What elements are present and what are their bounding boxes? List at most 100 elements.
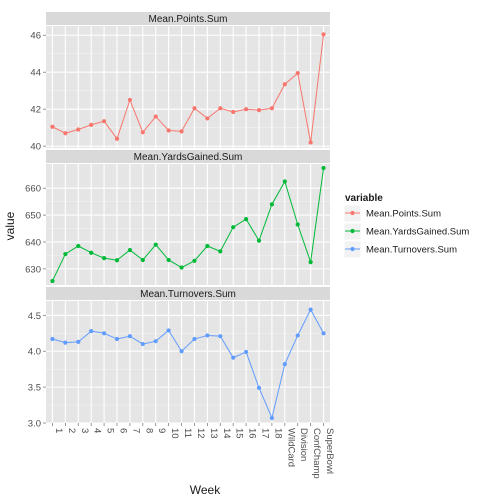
- data-point: [295, 222, 300, 227]
- data-point: [256, 385, 262, 390]
- data-point: [153, 339, 158, 344]
- x-tick-label: ConfChamp: [311, 428, 322, 479]
- x-tick-label: 5: [105, 428, 116, 433]
- data-point: [308, 260, 313, 265]
- data-point: [205, 333, 210, 338]
- x-tick-label: 7: [130, 428, 141, 433]
- data-point: [231, 109, 236, 115]
- data-point: [192, 258, 197, 263]
- x-tick-label: 4: [92, 428, 103, 433]
- data-point: [218, 106, 223, 111]
- x-tick-label: 11: [182, 428, 193, 438]
- data-point: [192, 336, 197, 342]
- data-point: [50, 278, 55, 284]
- x-tick-label: 16: [247, 428, 258, 439]
- x-tick-label: 15: [234, 428, 245, 439]
- data-point: [179, 265, 184, 270]
- data-point: [50, 124, 55, 129]
- panel-background: [46, 301, 330, 423]
- data-point: [179, 129, 184, 134]
- data-point: [89, 329, 94, 334]
- panel-strip: [46, 12, 330, 25]
- panel-strip-label: Mean.YardsGained.Sum: [134, 152, 243, 163]
- y-tick-label: 650: [25, 211, 41, 222]
- data-point: [63, 340, 68, 345]
- data-point: [269, 106, 275, 111]
- data-point: [179, 349, 184, 354]
- y-tick-label: 660: [25, 184, 41, 195]
- legend-key-point: [350, 228, 355, 234]
- data-point: [218, 249, 223, 254]
- x-tick-label: 8: [143, 428, 154, 433]
- data-point: [243, 217, 249, 222]
- data-point: [166, 257, 171, 263]
- data-point: [63, 131, 68, 136]
- legend-key-point: [350, 246, 355, 252]
- series-line: [52, 34, 325, 143]
- panel-strip-label: Mean.Turnovers.Sum: [140, 289, 236, 300]
- data-point: [231, 355, 236, 360]
- data-point: [114, 336, 120, 342]
- data-point: [243, 349, 249, 355]
- data-point: [282, 179, 287, 184]
- panel-3: Mean.Turnovers.Sum 3.0 3.5 4.0 4.5: [28, 287, 330, 430]
- panel-strip: [46, 150, 330, 163]
- x-tick-label: 3: [79, 428, 90, 433]
- y-tick-label: 3.0: [28, 419, 41, 430]
- legend-entry-label: Mean.Turnovers.Sum: [366, 245, 457, 256]
- x-tick-label: 1: [53, 428, 64, 433]
- x-tick-label: 13: [208, 428, 219, 439]
- data-point: [140, 341, 145, 347]
- data-point: [114, 258, 120, 263]
- data-point: [308, 307, 313, 312]
- y-tick-label: 3.5: [28, 383, 41, 394]
- data-point: [269, 202, 275, 207]
- panel-strip-label: Mean.Points.Sum: [149, 14, 228, 25]
- y-tick-label: 630: [25, 264, 41, 275]
- data-point: [282, 362, 287, 367]
- data-point: [231, 225, 236, 230]
- x-tick-label: 17: [260, 428, 271, 439]
- data-point: [153, 114, 158, 119]
- data-point: [166, 328, 171, 333]
- x-tick-label: 18: [272, 428, 283, 439]
- data-point: [269, 415, 275, 421]
- data-point: [205, 243, 210, 249]
- data-point: [101, 119, 107, 124]
- legend: variable Mean.Points.Sum Mean.YardsGained…: [343, 193, 469, 259]
- x-tick-label: 9: [156, 428, 167, 433]
- data-point: [308, 140, 313, 145]
- data-point: [295, 333, 300, 338]
- legend-key-point: [350, 210, 355, 216]
- data-point: [101, 256, 107, 261]
- x-axis-title: Week: [190, 483, 221, 497]
- data-point: [256, 108, 262, 113]
- data-point: [114, 136, 120, 141]
- x-tick-label: 10: [169, 428, 180, 439]
- data-point: [282, 82, 287, 87]
- series-line: [52, 167, 325, 282]
- data-point: [192, 106, 197, 111]
- y-tick-label: 4.5: [28, 311, 41, 322]
- data-point: [218, 334, 223, 339]
- data-point: [321, 331, 326, 336]
- series-line: [52, 308, 324, 420]
- data-point: [205, 116, 210, 121]
- y-axis-title: value: [3, 211, 17, 240]
- panel-strip: [46, 287, 330, 300]
- data-point: [89, 122, 94, 127]
- panels-group: Mean.Points.Sum40424446Mean.YardsGained.…: [25, 12, 330, 430]
- legend-entry-label: Mean.YardsGained.Sum: [366, 227, 469, 238]
- x-tick-label: 2: [66, 428, 77, 433]
- y-tick-label: 46: [30, 31, 41, 42]
- legend-entry-label: Mean.Points.Sum: [366, 209, 441, 220]
- data-point: [321, 165, 326, 171]
- data-point: [321, 32, 326, 37]
- data-point: [153, 242, 158, 247]
- data-point: [76, 339, 81, 345]
- data-point: [127, 247, 133, 253]
- panel-background: [46, 164, 330, 285]
- x-tick-label: 12: [195, 428, 206, 439]
- data-point: [295, 71, 300, 76]
